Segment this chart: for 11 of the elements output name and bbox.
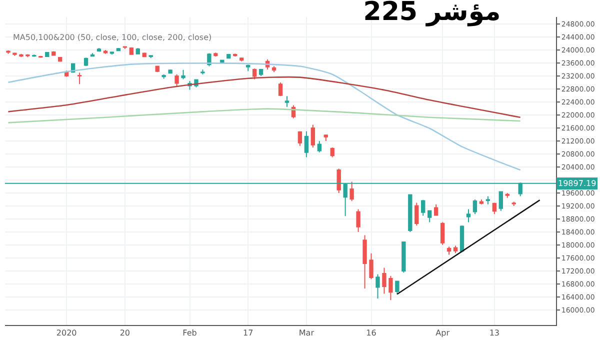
x-tick-label: 20 xyxy=(120,328,130,338)
x-tick-label: Mar xyxy=(298,328,315,338)
x-tick-label: 16 xyxy=(366,328,376,338)
x-tick-label: Feb xyxy=(182,328,197,338)
ref-line-label: 19897.19 xyxy=(558,179,596,188)
x-tick-label: 2020 xyxy=(56,328,77,338)
x-tick-label: 13 xyxy=(489,328,500,338)
annotation: MA50,100&200 (50, close, 100, close, 200, close) xyxy=(13,33,212,42)
chart-title: مؤشر 225 xyxy=(363,0,501,27)
x-tick-label: Apr xyxy=(436,328,450,338)
x-tick-label: 17 xyxy=(242,328,254,338)
